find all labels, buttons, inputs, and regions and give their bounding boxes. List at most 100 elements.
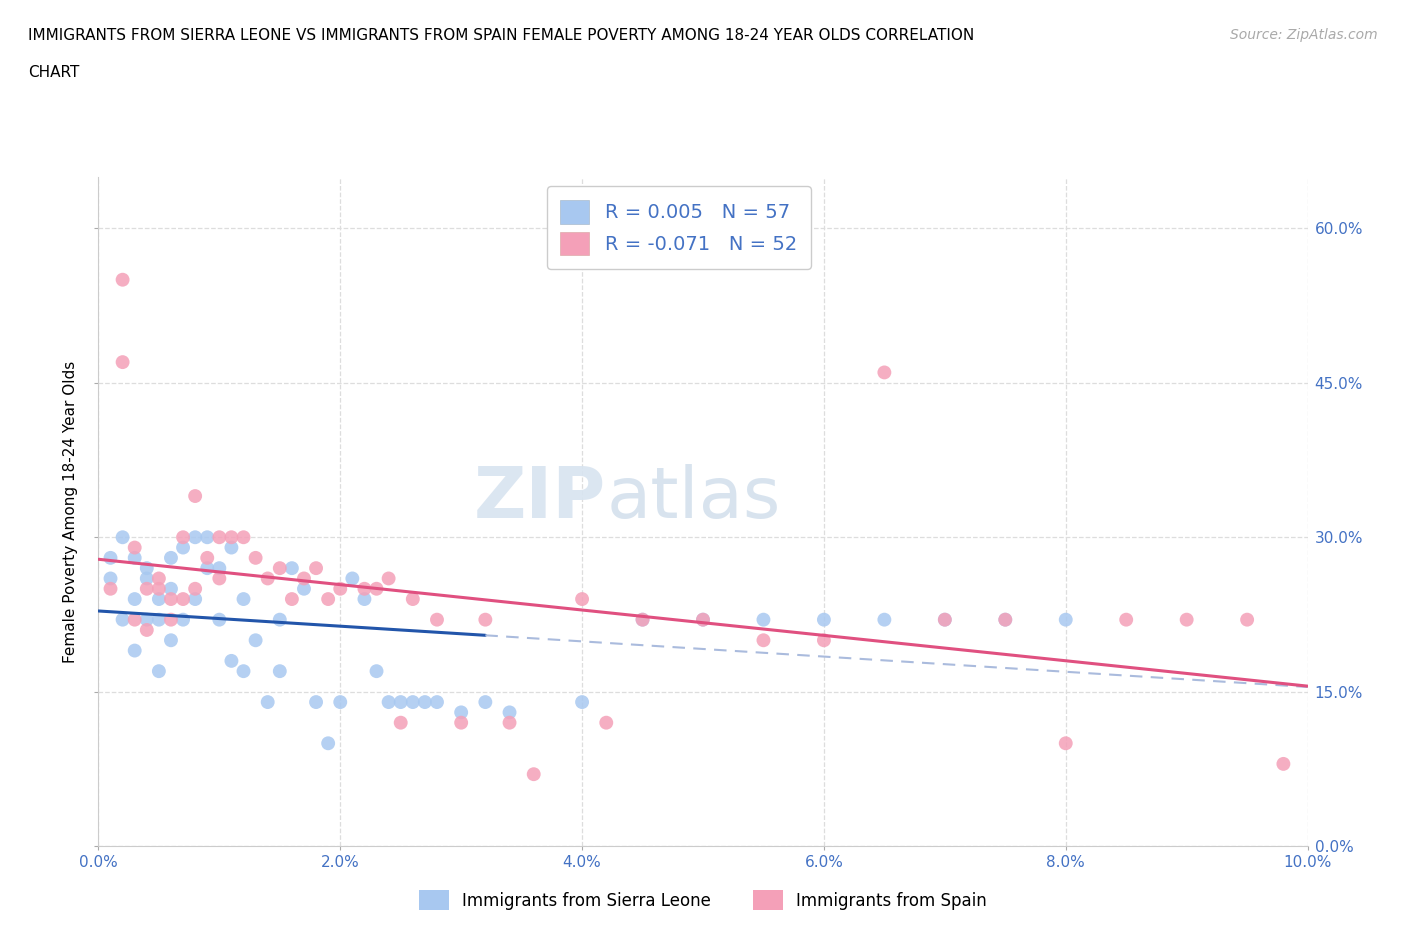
Point (148, 581, 170, 596)
Point (111, 530, 134, 545)
Point (873, 612, 896, 627)
Legend: R = 0.005   N = 57, R = -0.071   N = 52: R = 0.005 N = 57, R = -0.071 N = 52 (547, 186, 811, 269)
Point (256, 571, 278, 586)
Point (292, 581, 315, 596)
Point (813, 612, 835, 627)
Point (232, 591, 254, 606)
Point (631, 612, 654, 627)
Point (934, 612, 956, 627)
Point (232, 530, 254, 545)
Point (160, 581, 183, 596)
Point (184, 581, 207, 596)
Point (208, 530, 231, 545)
Point (160, 551, 183, 565)
Point (571, 591, 593, 606)
Point (450, 705, 472, 720)
Point (221, 540, 243, 555)
Point (498, 705, 520, 720)
Point (135, 581, 157, 596)
Point (353, 591, 375, 606)
Point (353, 581, 375, 596)
Point (1054, 736, 1077, 751)
Point (498, 715, 520, 730)
Point (124, 591, 146, 606)
Point (124, 551, 146, 565)
Point (184, 530, 207, 545)
Point (934, 612, 956, 627)
Point (292, 571, 315, 586)
Y-axis label: Female Poverty Among 18-24 Year Olds: Female Poverty Among 18-24 Year Olds (63, 361, 79, 663)
Point (571, 695, 593, 710)
Point (994, 612, 1017, 627)
Point (752, 612, 775, 627)
Point (377, 695, 399, 710)
Point (316, 591, 339, 606)
Point (221, 530, 243, 545)
Point (523, 766, 546, 781)
Point (148, 664, 170, 679)
Point (377, 571, 399, 586)
Point (1054, 612, 1077, 627)
Point (329, 581, 352, 596)
Point (184, 591, 207, 606)
Point (135, 561, 157, 576)
Point (366, 581, 388, 596)
Point (305, 561, 328, 576)
Point (111, 612, 134, 627)
Point (111, 272, 134, 287)
Point (172, 540, 194, 555)
Point (208, 561, 231, 576)
Point (269, 664, 291, 679)
Text: atlas: atlas (606, 464, 780, 533)
Point (329, 695, 352, 710)
Point (195, 530, 218, 545)
Point (1175, 612, 1198, 627)
Point (281, 561, 304, 576)
Text: CHART: CHART (28, 65, 80, 80)
Point (595, 715, 617, 730)
Point (148, 571, 170, 586)
Point (256, 695, 278, 710)
Point (124, 644, 146, 658)
Point (813, 632, 835, 647)
Point (994, 612, 1017, 627)
Point (111, 354, 134, 369)
Point (1115, 612, 1137, 627)
Point (148, 591, 170, 606)
Point (316, 736, 339, 751)
Point (269, 612, 291, 627)
Point (413, 695, 436, 710)
Point (389, 695, 412, 710)
Point (100, 571, 122, 586)
Point (1272, 756, 1295, 771)
Point (172, 591, 194, 606)
Point (135, 612, 157, 627)
Point (100, 551, 122, 565)
Point (172, 612, 194, 627)
Point (873, 365, 896, 379)
Point (195, 551, 218, 565)
Point (232, 664, 254, 679)
Point (124, 540, 146, 555)
Point (402, 591, 425, 606)
Point (692, 612, 714, 627)
Point (160, 632, 183, 647)
Point (135, 571, 157, 586)
Point (1236, 612, 1258, 627)
Point (269, 561, 291, 576)
Text: IMMIGRANTS FROM SIERRA LEONE VS IMMIGRANTS FROM SPAIN FEMALE POVERTY AMONG 18-24: IMMIGRANTS FROM SIERRA LEONE VS IMMIGRAN… (28, 28, 974, 43)
Point (221, 654, 243, 669)
Point (148, 612, 170, 627)
Point (208, 612, 231, 627)
Point (389, 715, 412, 730)
Point (281, 591, 304, 606)
Point (305, 695, 328, 710)
Point (474, 695, 496, 710)
Point (245, 632, 267, 647)
Point (160, 591, 183, 606)
Point (208, 571, 231, 586)
Point (124, 612, 146, 627)
Point (195, 561, 218, 576)
Legend: Immigrants from Sierra Leone, Immigrants from Spain: Immigrants from Sierra Leone, Immigrants… (412, 884, 994, 917)
Point (474, 612, 496, 627)
